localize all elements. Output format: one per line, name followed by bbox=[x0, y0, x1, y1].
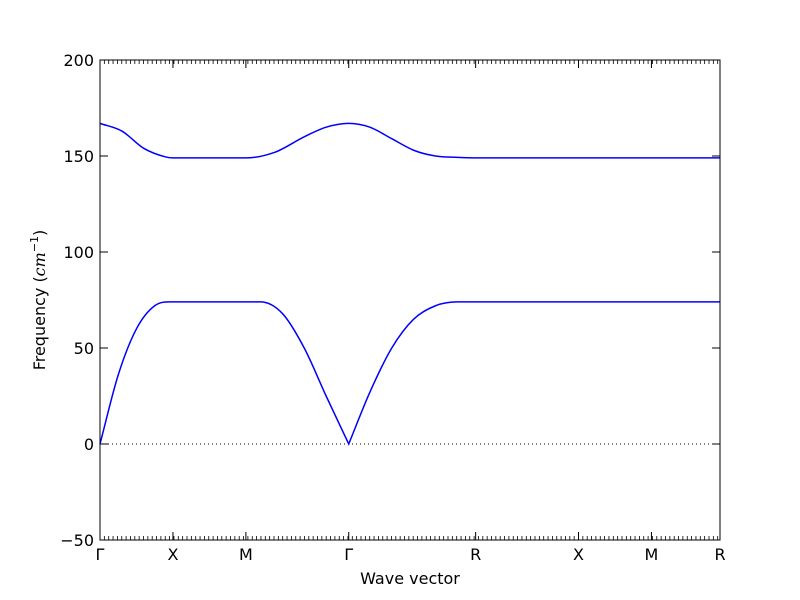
plot-frame bbox=[99, 59, 721, 541]
x-tick-label: M bbox=[645, 545, 659, 564]
y-tick-label: 200 bbox=[63, 51, 94, 70]
y-axis-label-sup: −1 bbox=[28, 236, 41, 252]
y-axis-label: Frequency (cm−1) bbox=[28, 230, 49, 371]
y-tick-label: 100 bbox=[63, 243, 94, 262]
y-tick-label: 0 bbox=[84, 435, 94, 454]
phonon-branch-2 bbox=[99, 122, 720, 159]
y-axis-label-math: cm bbox=[30, 252, 49, 276]
x-tick-label: R bbox=[470, 545, 481, 564]
y-tick-label: 150 bbox=[63, 147, 94, 166]
y-axis-label-suffix: ) bbox=[30, 230, 49, 236]
x-tick-label: R bbox=[714, 545, 725, 564]
x-tick-label: M bbox=[239, 545, 253, 564]
series-layer bbox=[99, 122, 720, 446]
phonon-branch-1 bbox=[99, 301, 720, 446]
x-tick-label: Γ bbox=[96, 545, 105, 564]
x-axis-label: Wave vector bbox=[360, 569, 460, 588]
minor-ticks bbox=[99, 60, 719, 540]
plot-background bbox=[100, 60, 720, 540]
x-tick-label: Γ bbox=[344, 545, 353, 564]
y-tick-label: −50 bbox=[60, 531, 94, 550]
y-tick-label: 50 bbox=[74, 339, 94, 358]
x-tick-label: X bbox=[573, 545, 584, 564]
x-tick-label: X bbox=[167, 545, 178, 564]
y-axis-label-prefix: Frequency ( bbox=[30, 276, 49, 370]
y-tick-labels: −50 0 50 100 150 200 bbox=[60, 51, 94, 550]
